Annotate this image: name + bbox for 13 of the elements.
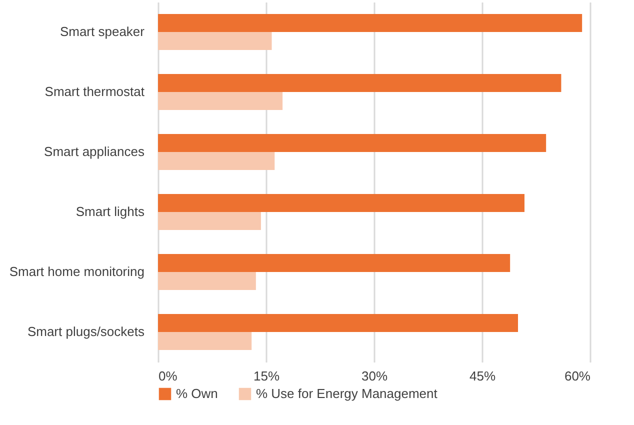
x-tick-label: 45%: [469, 368, 496, 384]
y-tick-label: Smart plugs/sockets: [27, 324, 145, 339]
x-tick-label: 60%: [564, 368, 591, 384]
y-tick-label: Smart home monitoring: [9, 264, 144, 279]
y-tick-label: Smart lights: [76, 204, 145, 219]
legend-label: % Own: [176, 386, 218, 401]
x-tick-label: 15%: [253, 368, 280, 384]
x-tick-label: 0%: [158, 368, 178, 384]
y-tick-label: Smart speaker: [60, 24, 146, 39]
legend-label: % Use for Energy Management: [256, 386, 438, 401]
y-tick-label: Smart appliances: [44, 144, 145, 159]
x-tick-label: 30%: [361, 368, 388, 384]
y-tick-label: Smart thermostat: [44, 84, 145, 99]
